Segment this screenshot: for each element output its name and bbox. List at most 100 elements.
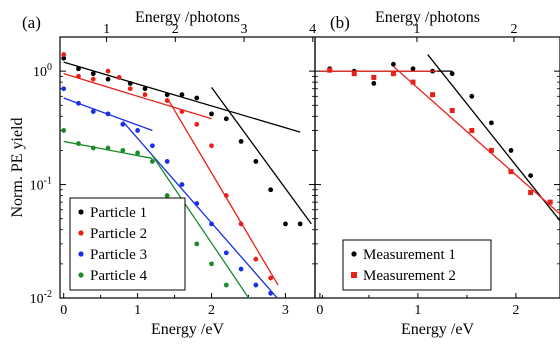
panel-a-x2-tick-label: 4 (309, 22, 316, 37)
panel-b-x-axis-label: Energy /eV (401, 321, 474, 338)
particle-1-point (105, 76, 111, 82)
measurement-1-point (528, 173, 533, 178)
panel-a-y-tick-label: 10-2 (30, 289, 52, 307)
legend-label-particle-3: Particle 3 (90, 247, 147, 263)
particle-3-fit-line (122, 121, 279, 298)
measurement-2-point (327, 67, 333, 73)
panel-b-plot-area (319, 54, 560, 222)
measurement-2-fit-line (392, 65, 560, 215)
particle-2-point (268, 275, 274, 281)
particle-1-point (297, 221, 303, 227)
panel-a-x-tick-label: 3 (282, 303, 289, 318)
particle-1-point (142, 86, 148, 92)
particle-2-point (116, 75, 122, 80)
particle-3-point (268, 290, 274, 296)
particle-4-point (105, 145, 111, 151)
particle-1-point (127, 80, 133, 86)
particle-2-point (253, 256, 259, 262)
particle-3-point (120, 121, 126, 127)
measurement-2-point (469, 127, 475, 133)
particle-4-point (223, 282, 229, 288)
legend-label-measurement-1: Measurement 1 (363, 247, 456, 263)
particle-3-point (223, 250, 229, 256)
panel-b-x2-tick-label: 1 (413, 22, 420, 37)
particle-2-point (209, 143, 214, 149)
panel-a-y-tick-label: 10-1 (30, 176, 52, 194)
particle-3-point (135, 128, 141, 133)
panel-a-legend (69, 197, 186, 291)
particle-4-point (164, 193, 170, 198)
measurement-2-point (488, 147, 494, 153)
legend-marker-particle-4 (78, 272, 84, 278)
particle-2-point (164, 98, 170, 103)
measurement-2-point (390, 71, 396, 77)
particle-2-fit-line (166, 97, 279, 286)
particle-3-point (164, 159, 170, 164)
particle-3-point (238, 266, 244, 272)
particle-2-point (223, 193, 229, 198)
panel-a-x-tick-label: 0 (60, 303, 67, 318)
particle-1-point (76, 66, 81, 72)
particle-2-point (127, 86, 133, 92)
particle-1-fit-line (63, 61, 301, 133)
particle-2-point (61, 52, 67, 57)
panel-b-x2-axis-label: Energy /photons (375, 9, 480, 26)
legend-marker-particle-1 (78, 209, 84, 215)
legend-marker-measurement-1 (351, 251, 357, 257)
particle-4-point (194, 241, 200, 247)
legend-label-measurement-2: Measurement 2 (363, 268, 456, 284)
particle-4-point (135, 150, 141, 156)
particle-1-point (61, 55, 67, 61)
particle-3-point (253, 282, 259, 288)
particle-3-point (149, 143, 155, 149)
particle-3-point (90, 109, 96, 114)
measurement-2-point (547, 199, 553, 205)
measurement-1-point (449, 71, 455, 77)
measurement-1-point (371, 80, 377, 86)
legend-marker-measurement-2 (351, 272, 357, 278)
particle-4-point (209, 261, 214, 267)
particle-2-point (76, 73, 81, 79)
particle-1-point (209, 111, 214, 117)
particle-3-point (61, 86, 67, 92)
measurement-2-point (410, 79, 416, 85)
legend-marker-particle-2 (78, 230, 84, 236)
particle-2-point (179, 109, 185, 114)
panel-a-y-tick-label: 100 (33, 62, 52, 80)
panel-a-x-tick-label: 2 (208, 303, 215, 318)
panel-b-frame (314, 36, 560, 299)
legend-label-particle-4: Particle 4 (90, 268, 148, 284)
particle-4-point (120, 148, 126, 153)
measurement-1-point (469, 93, 475, 99)
particle-1-fit-line (210, 86, 312, 225)
measurement-1-point (410, 66, 416, 72)
panel-b-legend (342, 239, 492, 291)
particle-3-point (209, 221, 214, 227)
measurement-1-fit-line (427, 54, 560, 222)
measurement-2-point (449, 107, 455, 113)
measurement-2-point (508, 169, 514, 175)
panel-b-x2-tick-label: 2 (510, 22, 517, 37)
particle-1-point (238, 139, 244, 144)
particle-3-point (105, 111, 111, 117)
legend-marker-particle-3 (78, 251, 84, 257)
legend-label-particle-1: Particle 1 (90, 205, 147, 221)
measurement-2-point (371, 74, 377, 80)
particle-2-point (194, 121, 200, 127)
particle-4-point (76, 141, 81, 146)
panel-a-x2-tick-label: 3 (241, 22, 248, 37)
particle-1-point (268, 187, 274, 193)
particle-1-point (194, 95, 200, 101)
panel-b-x-tick-label: 2 (512, 303, 519, 318)
particle-1-point (253, 159, 259, 164)
measurement-1-point (489, 120, 494, 126)
panel-a-x2-tick-label: 2 (172, 22, 179, 37)
particle-2-point (142, 92, 148, 98)
panel-a-y-axis-label: Norm. PE yield (9, 118, 26, 218)
measurement-2-point (351, 71, 357, 77)
particle-1-point (223, 116, 229, 122)
particle-4-fit-line (151, 155, 250, 298)
measurement-1-point (391, 61, 396, 67)
particle-1-point (164, 92, 170, 98)
